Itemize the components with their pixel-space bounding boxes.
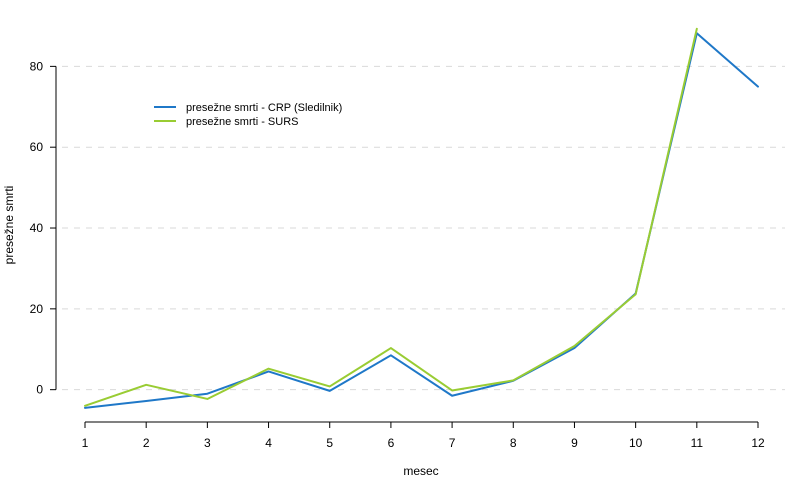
x-axis-title: mesec <box>403 464 438 478</box>
y-axis-title: presežne smrti <box>2 186 16 265</box>
legend-label-1: presežne smrti - CRP (Sledilnik) <box>186 102 342 114</box>
x-tick-label-7: 7 <box>449 436 456 450</box>
x-tick-label-3: 3 <box>204 436 211 450</box>
y-tick-label-40: 40 <box>30 221 44 235</box>
series <box>84 27 759 409</box>
x-tick-label-11: 11 <box>691 436 704 450</box>
series-line-1 <box>84 32 759 409</box>
x-tick-label-4: 4 <box>265 436 272 450</box>
grid <box>62 65 785 391</box>
x-tick-label-12: 12 <box>751 436 765 450</box>
y-tick-label-60: 60 <box>30 140 44 154</box>
x-tick-label-10: 10 <box>629 436 643 450</box>
x-tick-label-9: 9 <box>571 436 578 450</box>
x-tick-label-2: 2 <box>143 436 150 450</box>
series-line-2 <box>84 27 698 407</box>
y-tick-label-20: 20 <box>30 302 44 316</box>
x-tick-label-6: 6 <box>388 436 395 450</box>
legend-label-2: presežne smrti - SURS <box>186 116 298 128</box>
x-tick-label-5: 5 <box>326 436 333 450</box>
y-tick-label-80: 80 <box>30 59 44 73</box>
x-tick-label-1: 1 <box>82 436 89 450</box>
legend: presežne smrti - CRP (Sledilnik) presežne… <box>154 102 342 128</box>
y-tick-label-0: 0 <box>36 383 43 397</box>
x-tick-label-8: 8 <box>510 436 517 450</box>
